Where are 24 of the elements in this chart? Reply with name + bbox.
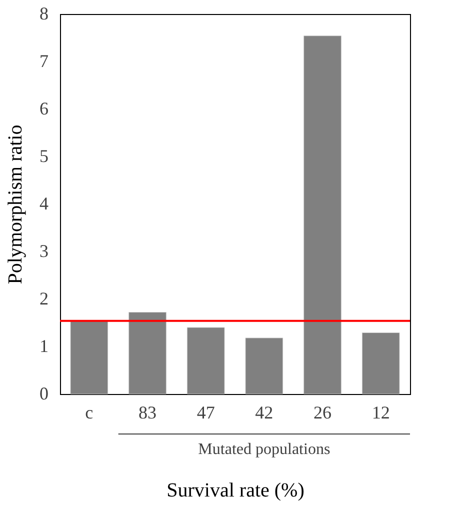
bar xyxy=(245,338,284,394)
y-tick-label: 3 xyxy=(40,241,48,261)
y-tick-label: 8 xyxy=(40,4,48,24)
y-axis-title: Polymorphism ratio xyxy=(4,124,26,284)
bar xyxy=(128,312,166,394)
y-tick-label: 1 xyxy=(40,336,48,356)
y-tick-label: 0 xyxy=(40,384,48,404)
y-tick-label: 5 xyxy=(40,146,48,166)
x-axis-title: Survival rate (%) xyxy=(166,480,304,502)
x-tick-label: 83 xyxy=(138,402,156,422)
y-tick-label: 4 xyxy=(40,194,48,214)
bar xyxy=(186,327,225,394)
bar xyxy=(304,36,342,394)
bar xyxy=(362,332,400,394)
x-tick-label: 42 xyxy=(255,402,274,422)
y-tick-label: 7 xyxy=(40,51,48,71)
bar xyxy=(70,321,108,394)
x-tick-label: 26 xyxy=(314,402,332,422)
x-tick-label: 47 xyxy=(196,402,215,422)
x-tick-label: c xyxy=(85,402,94,422)
text: Mutated populations xyxy=(198,441,330,458)
y-tick-label: 2 xyxy=(40,288,48,308)
x-tick-label: 12 xyxy=(372,402,390,422)
y-tick-label: 6 xyxy=(40,98,48,118)
